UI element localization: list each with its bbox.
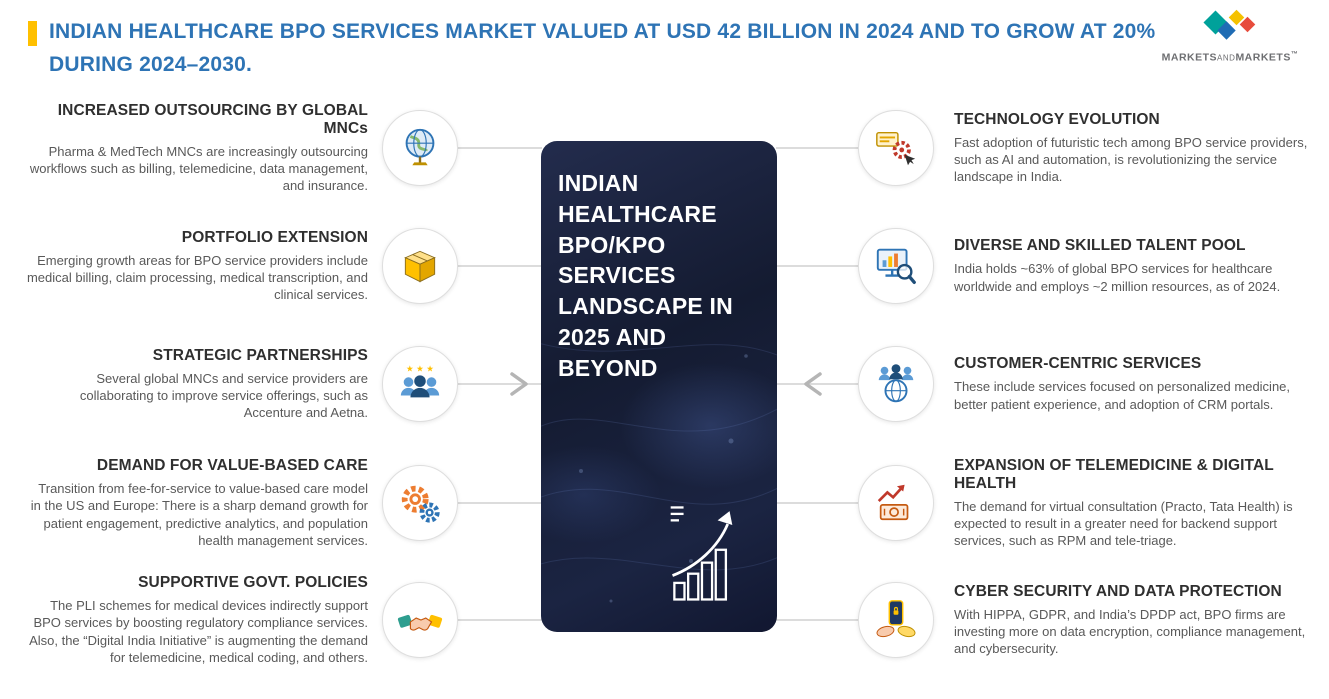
card-title-line: HEALTHCARE — [558, 200, 717, 227]
item-title: SUPPORTIVE GOVT. POLICIES — [138, 573, 368, 591]
item-title: INCREASED OUTSOURCING BY GLOBAL MNCs — [57, 101, 368, 137]
item-text: DEMAND FOR VALUE-BASED CARE Transition f… — [26, 457, 368, 549]
page-title-line-2: DURING 2024–2030. — [49, 52, 253, 76]
accent-bar — [28, 21, 37, 46]
item-title: DEMAND FOR VALUE-BASED CARE — [96, 456, 368, 474]
marketsandmarkets-logo: MARKETSANDMARKETS™ — [1145, 8, 1315, 64]
item-title: STRATEGIC PARTNERSHIPS — [152, 346, 368, 364]
item-text: DIVERSE AND SKILLED TALENT POOL India ho… — [954, 237, 1324, 295]
logo-and: AND — [1217, 53, 1236, 63]
left-item-value-based-care: DEMAND FOR VALUE-BASED CARE Transition f… — [26, 433, 458, 573]
people-globe-icon — [858, 346, 934, 422]
logo-markets-1: MARKETS — [1161, 51, 1218, 64]
item-description: Several global MNCs and service provider… — [79, 370, 368, 421]
card-title-line: BEYOND — [558, 354, 658, 381]
item-description: The PLI schemes for medical devices indi… — [29, 597, 368, 665]
monitor-search-icon — [858, 228, 934, 304]
globe-icon — [382, 110, 458, 186]
left-item-partnerships: STRATEGIC PARTNERSHIPS Several global MN… — [26, 314, 458, 454]
gears-icon — [382, 465, 458, 541]
right-item-cyber-security: CYBER SECURITY AND DATA PROTECTION With … — [858, 550, 1324, 690]
bar-chart-growth-icon — [670, 506, 733, 601]
card-title-line: LANDSCAPE IN — [558, 293, 733, 320]
handshake-icon — [382, 582, 458, 658]
item-description: Emerging growth areas for BPO service pr… — [26, 252, 368, 303]
page-title: INDIAN HEALTHCARE BPO SERVICES MARKET VA… — [49, 16, 1155, 81]
card-title-line: 2025 AND — [558, 324, 667, 351]
card-title: INDIAN HEALTHCARE BPO/KPO SERVICES LANDS… — [558, 168, 760, 384]
item-description: Fast adoption of futuristic tech among B… — [954, 134, 1308, 185]
item-description: Transition from fee-for-service to value… — [30, 480, 368, 548]
item-title: TECHNOLOGY EVOLUTION — [954, 110, 1160, 128]
card-title-line: INDIAN — [558, 170, 639, 196]
right-item-talent-pool: DIVERSE AND SKILLED TALENT POOL India ho… — [858, 196, 1324, 336]
item-text: TECHNOLOGY EVOLUTION Fast adoption of fu… — [954, 111, 1324, 186]
card-title-line: BPO/KPO — [558, 231, 666, 258]
page-title-line-1: INDIAN HEALTHCARE BPO SERVICES MARKET VA… — [49, 20, 1156, 43]
item-text: INCREASED OUTSOURCING BY GLOBAL MNCs Pha… — [26, 102, 368, 195]
item-text: CYBER SECURITY AND DATA PROTECTION With … — [954, 583, 1324, 658]
team-stars-icon: ★ ★ ★ — [382, 346, 458, 422]
left-arrow-icon — [510, 372, 528, 396]
center-card: INDIAN HEALTHCARE BPO/KPO SERVICES LANDS… — [541, 141, 777, 632]
card-network-decoration — [541, 343, 777, 603]
left-item-govt-policies: SUPPORTIVE GOVT. POLICIES The PLI scheme… — [26, 550, 458, 690]
left-item-portfolio: PORTFOLIO EXTENSION Emerging growth area… — [26, 196, 458, 336]
item-title: CYBER SECURITY AND DATA PROTECTION — [954, 582, 1282, 600]
item-text: CUSTOMER-CENTRIC SERVICES These include … — [954, 355, 1324, 413]
item-text: SUPPORTIVE GOVT. POLICIES The PLI scheme… — [26, 574, 368, 666]
item-description: These include services focused on person… — [954, 379, 1291, 412]
logo-tm: ™ — [1290, 51, 1299, 58]
package-icon — [382, 228, 458, 304]
item-text: PORTFOLIO EXTENSION Emerging growth area… — [26, 229, 368, 304]
item-description: Pharma & MedTech MNCs are increasingly o… — [29, 143, 368, 194]
right-item-telemedicine: EXPANSION OF TELEMEDICINE & DIGITAL HEAL… — [858, 433, 1324, 573]
item-description: The demand for virtual consultation (Pra… — [954, 498, 1293, 549]
item-title: DIVERSE AND SKILLED TALENT POOL — [954, 237, 1246, 255]
right-item-customer-centric: CUSTOMER-CENTRIC SERVICES These include … — [858, 314, 1324, 454]
item-text: STRATEGIC PARTNERSHIPS Several global MN… — [26, 347, 368, 422]
svg-text:★ ★ ★: ★ ★ ★ — [406, 364, 434, 374]
secure-phone-hands-icon — [858, 582, 934, 658]
left-item-outsourcing: INCREASED OUTSOURCING BY GLOBAL MNCs Pha… — [26, 78, 458, 218]
item-description: With HIPPA, GDPR, and India’s DPDP act, … — [954, 606, 1306, 657]
logo-text: MARKETSANDMARKETS™ — [1145, 51, 1315, 64]
item-title: CUSTOMER-CENTRIC SERVICES — [954, 355, 1202, 373]
logo-markets-2: MARKETS — [1235, 51, 1291, 64]
growth-money-icon — [858, 465, 934, 541]
item-title: EXPANSION OF TELEMEDICINE & DIGITAL HEAL… — [954, 456, 1274, 492]
logo-diamonds-icon — [1203, 9, 1256, 40]
header: INDIAN HEALTHCARE BPO SERVICES MARKET VA… — [28, 16, 1155, 81]
tech-evolution-icon — [858, 110, 934, 186]
item-text: EXPANSION OF TELEMEDICINE & DIGITAL HEAL… — [954, 457, 1324, 550]
item-title: PORTFOLIO EXTENSION — [181, 228, 368, 246]
right-item-technology: TECHNOLOGY EVOLUTION Fast adoption of fu… — [858, 78, 1324, 218]
item-description: India holds ~63% of global BPO services … — [954, 261, 1281, 294]
card-title-line: SERVICES — [558, 262, 676, 289]
right-arrow-icon — [804, 372, 822, 396]
